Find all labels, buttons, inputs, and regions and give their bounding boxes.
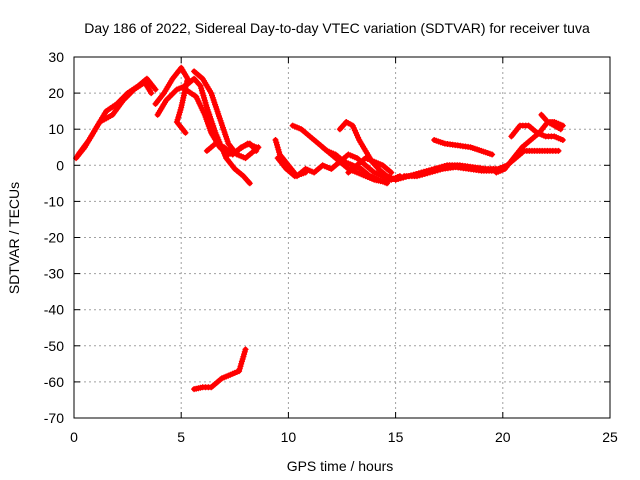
x-tick-label: 0 <box>70 429 78 445</box>
x-tick-label: 25 <box>602 429 618 445</box>
series-arc-14 <box>345 155 395 176</box>
y-tick-labels: 30 20 10 0 -10 -20 -30 -40 -50 -60 -70 <box>44 49 64 426</box>
x-tick-label: 5 <box>177 429 185 445</box>
y-tick-label: -60 <box>44 374 64 390</box>
y-tick-label: -40 <box>44 302 64 318</box>
x-tick-labels: 0 5 10 15 20 25 <box>70 429 618 445</box>
series-arc-16 <box>401 164 498 180</box>
x-tick-label: 20 <box>495 429 511 445</box>
series-arc-4 <box>154 75 253 187</box>
y-tick-label: -20 <box>44 230 64 246</box>
y-tick-label: -70 <box>44 410 64 426</box>
series-arc-3 <box>152 64 191 136</box>
series-markers <box>191 68 262 162</box>
series-layer <box>73 64 566 393</box>
tick-marks <box>73 56 611 419</box>
series-markers <box>401 164 498 180</box>
chart-title: Day 186 of 2022, Sidereal Day-to-day VTE… <box>84 20 590 36</box>
series-markers <box>154 75 253 187</box>
series-markers <box>345 155 395 176</box>
series-arc-10 <box>274 155 309 180</box>
series-arc-7 <box>203 140 260 158</box>
grid <box>74 57 610 418</box>
series-markers <box>508 122 566 143</box>
series-markers <box>274 155 309 180</box>
series-markers <box>203 140 260 158</box>
series-arc-5 <box>191 68 262 162</box>
series-markers <box>191 346 249 393</box>
x-tick-label: 10 <box>281 429 297 445</box>
y-tick-label: 20 <box>48 85 64 101</box>
series-markers <box>538 111 564 133</box>
y-axis-label: SDTVAR / TECUs <box>6 182 22 294</box>
series-markers <box>431 137 496 158</box>
x-tick-label: 15 <box>388 429 404 445</box>
y-tick-label: 10 <box>48 121 64 137</box>
series-arc-17 <box>431 137 496 158</box>
series-arc-20 <box>538 111 564 133</box>
y-tick-label: 0 <box>56 157 64 173</box>
series-arc-2 <box>75 79 155 158</box>
series-arc-8 <box>191 346 249 393</box>
y-tick-label: 30 <box>48 49 64 65</box>
y-tick-label: -10 <box>44 193 64 209</box>
y-tick-label: -50 <box>44 338 64 354</box>
series-arc-19 <box>508 122 566 143</box>
y-tick-label: -30 <box>44 266 64 282</box>
x-axis-label: GPS time / hours <box>287 458 394 474</box>
series-markers <box>75 79 155 158</box>
